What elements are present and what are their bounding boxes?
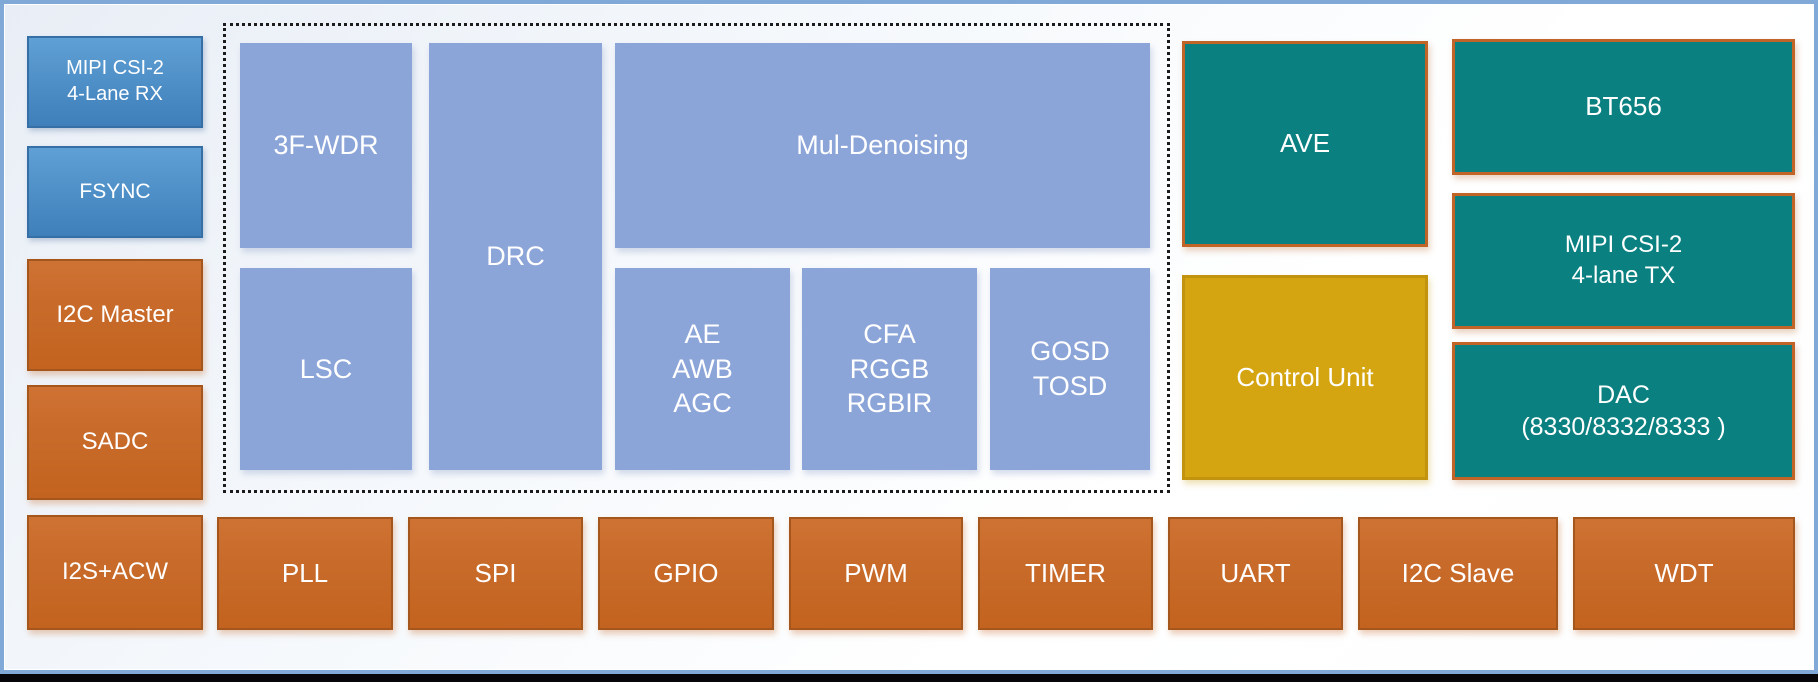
- block-pll: PLL: [217, 517, 393, 630]
- block-pwm: PWM: [789, 517, 963, 630]
- block-fsync: FSYNC: [27, 146, 203, 238]
- block-3f-wdr: 3F-WDR: [240, 43, 412, 248]
- block-i2c-master: I2C Master: [27, 259, 203, 371]
- block-cfa-rggb-rgbir: CFA RGGB RGBIR: [802, 268, 977, 470]
- block-gpio: GPIO: [598, 517, 774, 630]
- block-drc: DRC: [429, 43, 602, 470]
- isp-pipeline-group: [223, 23, 1170, 493]
- block-mipi-csi2-rx: MIPI CSI-2 4-Lane RX: [27, 36, 203, 128]
- block-uart: UART: [1168, 517, 1343, 630]
- block-mul-denoising: Mul-Denoising: [615, 43, 1150, 248]
- block-ae-awb-agc: AE AWB AGC: [615, 268, 790, 470]
- block-spi: SPI: [408, 517, 583, 630]
- block-timer: TIMER: [978, 517, 1153, 630]
- block-ave: AVE: [1182, 41, 1428, 247]
- block-lsc: LSC: [240, 268, 412, 470]
- block-i2s-acw: I2S+ACW: [27, 515, 203, 630]
- block-sadc: SADC: [27, 385, 203, 500]
- block-bt656: BT656: [1452, 39, 1795, 175]
- block-gosd-tosd: GOSD TOSD: [990, 268, 1150, 470]
- block-wdt: WDT: [1573, 517, 1795, 630]
- block-control-unit: Control Unit: [1182, 275, 1428, 480]
- block-i2c-slave: I2C Slave: [1358, 517, 1558, 630]
- block-dac: DAC (8330/8332/8333 ): [1452, 342, 1795, 480]
- block-mipi-csi2-tx: MIPI CSI-2 4-lane TX: [1452, 193, 1795, 329]
